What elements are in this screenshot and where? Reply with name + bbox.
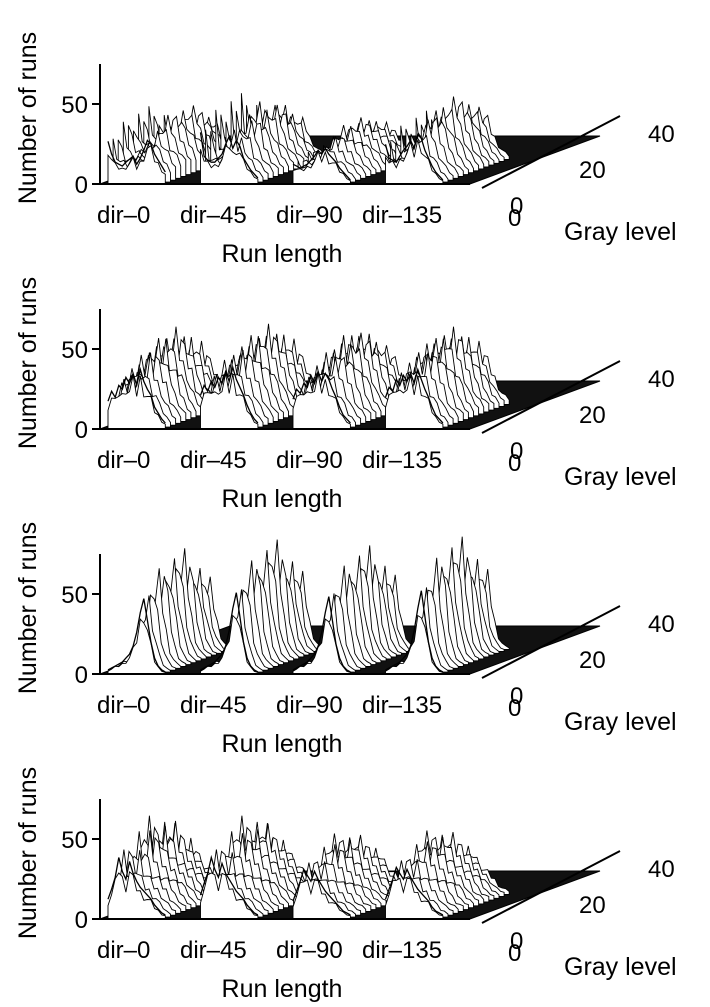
panel-1: 0 50 Number of runs 0 20 40 Gray level Run leng… [14, 32, 677, 268]
x-axis-title: Run length [222, 730, 343, 758]
x-axis-title: Run length [222, 485, 343, 513]
surface-slice [385, 877, 444, 920]
category-label: dir–135 [362, 447, 442, 474]
z-tick-label: 0 [510, 438, 523, 465]
surface-slice [385, 139, 444, 185]
series-line-2 [200, 592, 259, 673]
surface-slice [292, 150, 351, 185]
category-label: dir–45 [180, 937, 247, 964]
category-label: dir–45 [180, 202, 247, 229]
x-axis-title: Run length [222, 240, 343, 268]
surface-slice [107, 870, 166, 920]
series-line-4 [385, 590, 444, 673]
series-line-3 [292, 369, 351, 424]
y-tick-label: 0 [75, 172, 88, 199]
category-label: dir–135 [362, 202, 442, 229]
series-line-2 [199, 854, 259, 916]
category-label: dir–0 [97, 937, 150, 964]
z-tick-label-front: 0 [508, 205, 521, 232]
z-tick-label: 0 [510, 683, 523, 710]
category-label: dir–90 [276, 692, 343, 719]
category-label: dir–45 [180, 692, 247, 719]
series-line-3 [292, 867, 351, 916]
panel-2: 0 50 Number of runs 0 20 40 Gray level Run leng… [14, 277, 677, 513]
y-axis-title: Number of runs [14, 32, 42, 204]
z-tick-label-front: 0 [508, 940, 521, 967]
series-line-1 [107, 857, 166, 916]
y-tick-label: 50 [61, 337, 88, 364]
y-tick-label: 0 [75, 907, 88, 934]
z-tick-label: 40 [648, 856, 675, 883]
category-label: dir–90 [276, 202, 343, 229]
z-tick-label: 20 [579, 402, 606, 429]
category-label: dir–0 [97, 447, 150, 474]
z-tick-label: 20 [579, 892, 606, 919]
z-axis-line [481, 850, 621, 924]
series-line-2 [199, 365, 259, 424]
surface-slice [200, 144, 259, 185]
category-label: dir–135 [362, 937, 442, 964]
category-label: dir–90 [276, 447, 343, 474]
y-tick-label: 50 [61, 827, 88, 854]
series-line-4 [384, 367, 444, 424]
panel-4: 0 50 Number of runs 0 20 40 Gray level Run leng… [14, 767, 677, 1003]
z-tick-label: 20 [579, 647, 606, 674]
x-axis-title: Run length [222, 975, 343, 1003]
z-axis-title: Gray level [564, 953, 677, 981]
z-axis-title: Gray level [564, 218, 677, 246]
category-label: dir–45 [180, 447, 247, 474]
series-line-1 [107, 139, 166, 173]
y-tick-label: 50 [61, 92, 88, 119]
surface-slice [385, 375, 444, 430]
surface-slice [200, 373, 259, 430]
series-line-3 [292, 596, 351, 673]
y-axis-title: Number of runs [14, 277, 42, 449]
surface-slice [107, 375, 166, 430]
z-tick-label: 40 [648, 121, 675, 148]
category-label: dir–0 [97, 692, 150, 719]
surface-slice [107, 144, 166, 185]
series-line-1 [107, 366, 166, 424]
series-line-3 [292, 147, 351, 181]
z-tick-label: 40 [648, 611, 675, 638]
category-label: dir–0 [97, 202, 150, 229]
surface-slice [200, 872, 259, 920]
series-line-2 [199, 132, 259, 179]
y-tick-label: 50 [61, 582, 88, 609]
z-tick-label-front: 0 [508, 450, 521, 477]
z-axis-title: Gray level [564, 463, 677, 491]
panel-3: 0 50 Number of runs 0 20 40 Gray level Run leng… [14, 522, 677, 758]
z-tick-label: 0 [510, 928, 523, 955]
y-tick-label: 0 [75, 662, 88, 689]
series-line-1 [107, 598, 166, 673]
z-tick-label: 40 [648, 366, 675, 393]
z-axis-line [481, 605, 621, 679]
y-tick-label: 0 [75, 417, 88, 444]
surface-slice [292, 879, 351, 920]
series-line-4 [384, 865, 444, 916]
z-axis-line [481, 115, 621, 189]
category-label: dir–90 [276, 937, 343, 964]
surface-slice [292, 373, 351, 430]
category-label: dir–135 [362, 692, 442, 719]
z-axis-line [481, 360, 621, 434]
series-line-4 [384, 133, 444, 181]
y-axis-title: Number of runs [14, 767, 42, 939]
z-tick-label-front: 0 [508, 695, 521, 722]
z-tick-label: 0 [510, 193, 523, 220]
z-tick-label: 20 [579, 157, 606, 184]
y-axis-title: Number of runs [14, 522, 42, 694]
z-axis-title: Gray level [564, 708, 677, 736]
